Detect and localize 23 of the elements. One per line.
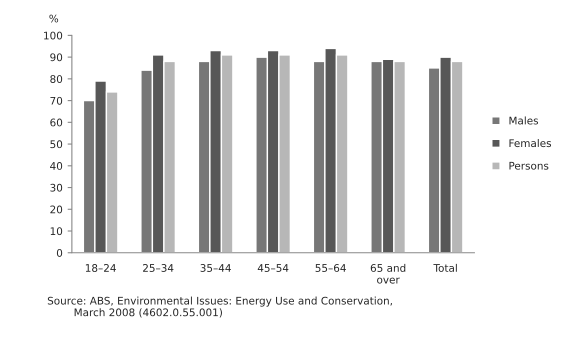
x-tick-label: 25–34 <box>143 264 174 272</box>
y-tick-label: 40 <box>50 162 62 170</box>
y-tick-label: 50 <box>50 140 62 148</box>
x-tick-label: Total <box>433 264 457 272</box>
x-tick-label: 35–44 <box>200 264 231 272</box>
source-note: Source: ABS, Environmental Issues: Energy Use and Conservation, March 2008 (4602.0.55.001) <box>48 296 392 318</box>
y-tick-label: 20 <box>50 206 62 214</box>
x-tick-label: 45–54 <box>258 264 288 272</box>
y-tick-label: 70 <box>50 96 62 105</box>
y-tick-label: 10 <box>50 227 62 236</box>
y-tick-label: 80 <box>50 75 62 83</box>
legend-label: Males <box>509 116 538 125</box>
x-tick-label: 65 and over <box>370 264 406 284</box>
y-tick-label: 30 <box>50 184 62 192</box>
y-tick-label: 90 <box>50 53 62 62</box>
y-axis-title: % <box>49 14 58 22</box>
y-tick-label: 60 <box>50 118 62 126</box>
y-tick-label: 0 <box>56 248 62 257</box>
x-tick-label: 55–64 <box>316 264 346 272</box>
y-tick-label: 100 <box>44 32 62 40</box>
x-tick-label: 18–24 <box>86 264 116 272</box>
legend-label: Females <box>509 139 552 148</box>
legend-label: Persons <box>509 162 548 170</box>
